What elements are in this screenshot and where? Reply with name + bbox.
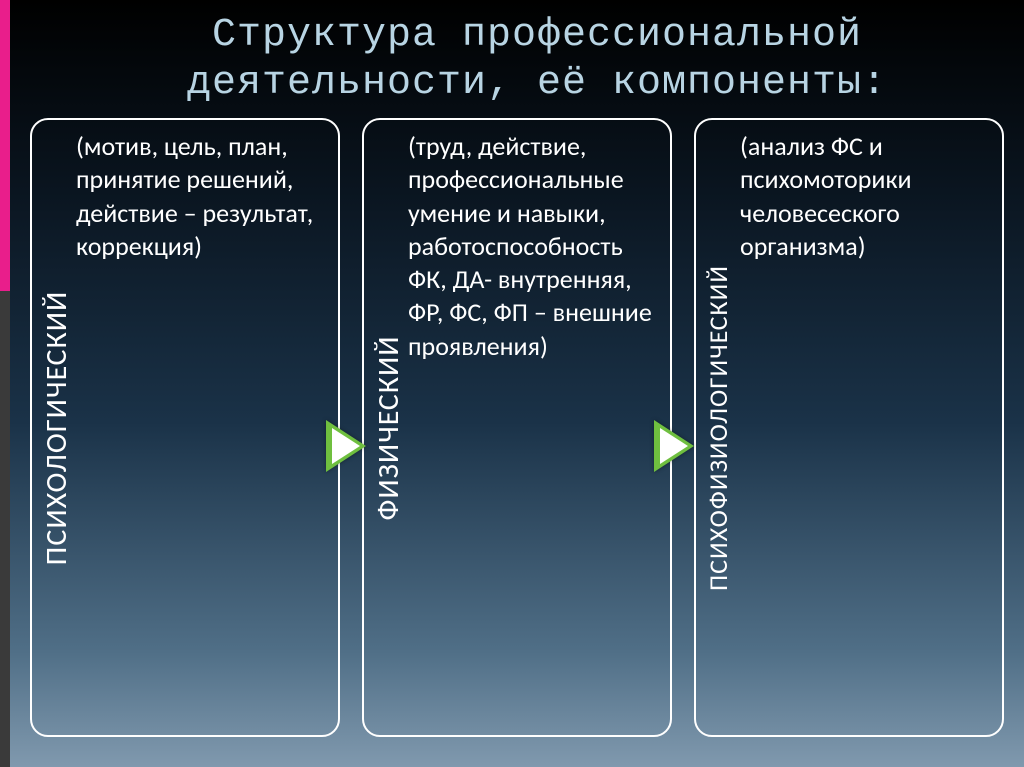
column-label: ФИЗИЧЕСКИЙ [370,335,407,520]
column-label: ПСИХОЛОГИЧЕСКИЙ [38,290,75,565]
columns-container: ПСИХОЛОГИЧЕСКИЙ (мотив, цель, план, прин… [30,118,1004,737]
column-physical: ФИЗИЧЕСКИЙ (труд, действие, профессионал… [362,118,672,737]
progress-fill [0,0,10,291]
column-body: (мотив, цель, план, принятие решений, де… [76,130,324,263]
column-psychophysiological: ПСИХОФИЗИОЛОГИЧЕСКИЙ (анализ ФС и психом… [694,118,1004,737]
column-label: ПСИХОФИЗИОЛОГИЧЕСКИЙ [702,264,734,590]
arrow-icon [654,420,694,472]
column-psychological: ПСИХОЛОГИЧЕСКИЙ (мотив, цель, план, прин… [30,118,340,737]
column-body: (труд, действие, профессиональные умение… [408,130,656,363]
arrow-icon [326,420,366,472]
column-body: (анализ ФС и психомоторики человесеского… [740,130,988,263]
progress-bar [0,0,16,767]
slide-title: Структура профессиональной деятельности,… [80,12,994,108]
